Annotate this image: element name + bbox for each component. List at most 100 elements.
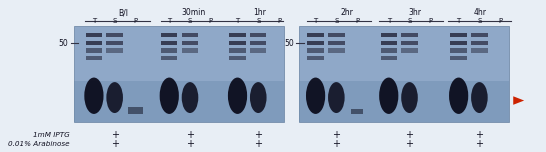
Bar: [307, 33, 324, 37]
Bar: [299, 81, 509, 122]
Ellipse shape: [306, 78, 325, 114]
Text: S: S: [477, 18, 482, 24]
Bar: [307, 48, 324, 53]
Bar: [450, 48, 467, 53]
Text: T: T: [92, 18, 96, 24]
Bar: [106, 48, 123, 53]
Text: T: T: [235, 18, 240, 24]
Bar: [128, 107, 143, 114]
Bar: [86, 56, 102, 60]
Text: 0.01% Arabinose: 0.01% Arabinose: [8, 141, 69, 147]
Text: 50: 50: [58, 39, 68, 48]
Text: +: +: [333, 130, 340, 140]
Bar: [471, 41, 488, 45]
Text: T: T: [313, 18, 318, 24]
Ellipse shape: [379, 78, 399, 114]
Text: 2hr: 2hr: [340, 9, 353, 17]
Text: S: S: [188, 18, 192, 24]
Ellipse shape: [228, 78, 247, 114]
Bar: [182, 33, 198, 37]
Text: S: S: [112, 18, 117, 24]
Polygon shape: [513, 96, 524, 105]
Text: 30min: 30min: [182, 9, 206, 17]
Text: P: P: [277, 18, 281, 24]
Text: +: +: [186, 130, 194, 140]
Text: 1mM IPTG: 1mM IPTG: [33, 131, 69, 138]
Bar: [161, 56, 177, 60]
Bar: [229, 33, 246, 37]
Ellipse shape: [106, 82, 123, 113]
Bar: [229, 56, 246, 60]
Bar: [250, 33, 266, 37]
Ellipse shape: [449, 78, 468, 114]
Bar: [299, 26, 509, 122]
Text: 3hr: 3hr: [408, 9, 422, 17]
Bar: [307, 56, 324, 60]
Ellipse shape: [159, 78, 179, 114]
Bar: [471, 33, 488, 37]
Text: B/I: B/I: [118, 9, 128, 17]
Bar: [250, 41, 266, 45]
Text: +: +: [111, 139, 118, 149]
Bar: [182, 41, 198, 45]
Bar: [161, 41, 177, 45]
Text: +: +: [186, 139, 194, 149]
Bar: [401, 48, 418, 53]
Ellipse shape: [471, 82, 488, 113]
Text: 50: 50: [284, 39, 294, 48]
Text: +: +: [406, 139, 413, 149]
Bar: [250, 48, 266, 53]
Bar: [86, 48, 102, 53]
Bar: [381, 56, 397, 60]
Bar: [161, 48, 177, 53]
Bar: [74, 26, 284, 122]
Text: +: +: [476, 130, 483, 140]
Text: S: S: [334, 18, 339, 24]
Ellipse shape: [182, 82, 198, 113]
Bar: [351, 109, 363, 114]
Bar: [182, 48, 198, 53]
Text: S: S: [407, 18, 412, 24]
Text: 1hr: 1hr: [253, 9, 266, 17]
Text: T: T: [387, 18, 391, 24]
Bar: [328, 41, 345, 45]
Bar: [106, 41, 123, 45]
Ellipse shape: [328, 82, 345, 113]
Bar: [161, 33, 177, 37]
Text: P: P: [133, 18, 138, 24]
Bar: [229, 48, 246, 53]
Text: +: +: [476, 139, 483, 149]
Text: T: T: [167, 18, 171, 24]
Bar: [381, 48, 397, 53]
Text: 4hr: 4hr: [474, 9, 487, 17]
Text: T: T: [456, 18, 461, 24]
Bar: [74, 81, 284, 122]
Text: P: P: [209, 18, 213, 24]
Ellipse shape: [250, 82, 266, 113]
Bar: [86, 33, 102, 37]
Bar: [328, 33, 345, 37]
Text: +: +: [333, 139, 340, 149]
Bar: [106, 33, 123, 37]
Text: S: S: [256, 18, 260, 24]
Text: +: +: [111, 130, 118, 140]
Bar: [307, 41, 324, 45]
Text: +: +: [254, 139, 262, 149]
Text: +: +: [254, 130, 262, 140]
Bar: [401, 41, 418, 45]
Bar: [381, 41, 397, 45]
Bar: [401, 33, 418, 37]
Ellipse shape: [401, 82, 418, 113]
Text: P: P: [428, 18, 432, 24]
Text: +: +: [406, 130, 413, 140]
Bar: [229, 41, 246, 45]
Text: P: P: [355, 18, 359, 24]
Bar: [381, 33, 397, 37]
Bar: [450, 56, 467, 60]
Text: P: P: [498, 18, 502, 24]
Bar: [328, 48, 345, 53]
Bar: [450, 33, 467, 37]
Bar: [471, 48, 488, 53]
Bar: [450, 41, 467, 45]
Bar: [86, 41, 102, 45]
